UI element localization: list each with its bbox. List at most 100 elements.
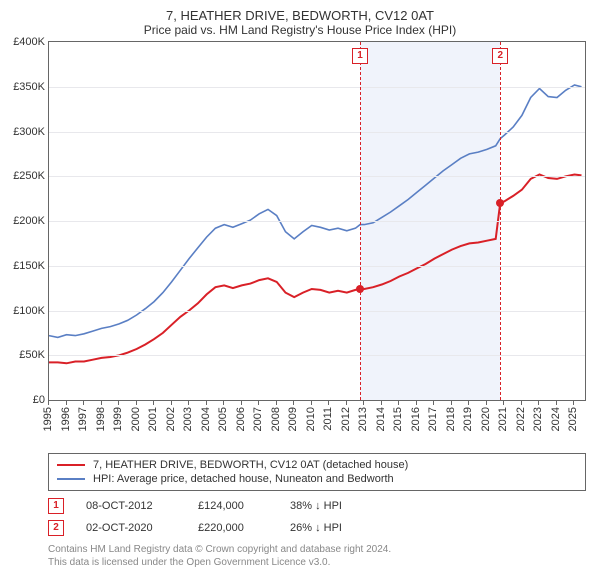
y-tick-label: £150K <box>13 260 45 272</box>
x-tick-mark <box>66 401 67 405</box>
x-tick-label: 2005 <box>217 407 229 431</box>
y-tick-label: £0 <box>33 394 45 406</box>
event-row: 1 08-OCT-2012 £124,000 38% ↓ HPI <box>48 495 586 517</box>
x-tick-label: 2001 <box>147 407 159 431</box>
x-tick-label: 2008 <box>270 407 282 431</box>
x-tick-mark <box>171 401 172 405</box>
x-tick-mark <box>241 401 242 405</box>
legend-label: 7, HEATHER DRIVE, BEDWORTH, CV12 0AT (de… <box>93 459 408 471</box>
chart-marker: 2 <box>492 48 508 64</box>
chart-title: 7, HEATHER DRIVE, BEDWORTH, CV12 0AT <box>0 0 600 23</box>
x-tick-label: 2012 <box>340 407 352 431</box>
x-tick-mark <box>573 401 574 405</box>
x-tick-mark <box>136 401 137 405</box>
x-tick-label: 2016 <box>410 407 422 431</box>
legend-swatch <box>57 464 85 466</box>
legend-label: HPI: Average price, detached house, Nune… <box>93 473 394 485</box>
x-tick-mark <box>258 401 259 405</box>
event-marker: 2 <box>48 520 64 536</box>
chart-area: £0£50K£100K£150K£200K£250K£300K£350K£400… <box>48 41 586 401</box>
gridline <box>49 87 585 88</box>
x-tick-mark <box>416 401 417 405</box>
y-tick-label: £250K <box>13 170 45 182</box>
x-tick-mark <box>503 401 504 405</box>
legend-swatch <box>57 478 85 480</box>
x-tick-mark <box>468 401 469 405</box>
x-tick-mark <box>83 401 84 405</box>
x-tick-mark <box>223 401 224 405</box>
event-price: £124,000 <box>198 500 268 512</box>
x-tick-label: 2009 <box>287 407 299 431</box>
x-tick-mark <box>293 401 294 405</box>
x-axis-area: 1995199619971998199920002001200220032004… <box>48 401 586 447</box>
event-delta: 38% ↓ HPI <box>290 500 380 512</box>
x-tick-mark <box>101 401 102 405</box>
x-tick-label: 2021 <box>497 407 509 431</box>
y-tick-label: £200K <box>13 215 45 227</box>
x-tick-mark <box>398 401 399 405</box>
x-tick-label: 2004 <box>200 407 212 431</box>
x-tick-mark <box>486 401 487 405</box>
event-date: 02-OCT-2020 <box>86 522 176 534</box>
y-tick-label: £300K <box>13 126 45 138</box>
x-tick-mark <box>433 401 434 405</box>
x-tick-label: 1999 <box>112 407 124 431</box>
legend-item: HPI: Average price, detached house, Nune… <box>57 472 577 486</box>
y-tick-label: £50K <box>19 349 45 361</box>
x-tick-label: 2020 <box>480 407 492 431</box>
chart-marker: 1 <box>352 48 368 64</box>
x-tick-mark <box>346 401 347 405</box>
x-tick-label: 2014 <box>375 407 387 431</box>
x-tick-label: 2019 <box>462 407 474 431</box>
x-tick-mark <box>206 401 207 405</box>
x-tick-mark <box>276 401 277 405</box>
x-tick-mark <box>328 401 329 405</box>
legend: 7, HEATHER DRIVE, BEDWORTH, CV12 0AT (de… <box>48 453 586 491</box>
x-tick-label: 2024 <box>550 407 562 431</box>
x-tick-label: 2015 <box>392 407 404 431</box>
events-table: 1 08-OCT-2012 £124,000 38% ↓ HPI 2 02-OC… <box>48 495 586 539</box>
x-tick-mark <box>556 401 557 405</box>
x-tick-mark <box>363 401 364 405</box>
x-tick-label: 1998 <box>95 407 107 431</box>
y-tick-label: £100K <box>13 305 45 317</box>
figure: 7, HEATHER DRIVE, BEDWORTH, CV12 0AT Pri… <box>0 0 600 560</box>
event-dashline <box>360 42 361 400</box>
gridline <box>49 176 585 177</box>
event-dashline <box>500 42 501 400</box>
event-marker: 1 <box>48 498 64 514</box>
gridline <box>49 355 585 356</box>
series-hpi <box>49 85 582 337</box>
gridline <box>49 221 585 222</box>
footer-line: This data is licensed under the Open Gov… <box>48 556 586 569</box>
x-tick-mark <box>521 401 522 405</box>
x-tick-label: 2006 <box>235 407 247 431</box>
x-tick-label: 1997 <box>77 407 89 431</box>
x-tick-label: 2003 <box>182 407 194 431</box>
chart-subtitle: Price paid vs. HM Land Registry's House … <box>0 23 600 41</box>
x-tick-mark <box>451 401 452 405</box>
footer: Contains HM Land Registry data © Crown c… <box>48 543 586 569</box>
gridline <box>49 311 585 312</box>
x-tick-mark <box>188 401 189 405</box>
footer-line: Contains HM Land Registry data © Crown c… <box>48 543 586 556</box>
x-tick-label: 2010 <box>305 407 317 431</box>
x-tick-label: 2025 <box>567 407 579 431</box>
y-tick-label: £350K <box>13 81 45 93</box>
x-tick-label: 2017 <box>427 407 439 431</box>
chart-marker-dot <box>356 285 364 293</box>
x-tick-mark <box>381 401 382 405</box>
x-tick-label: 2000 <box>130 407 142 431</box>
x-tick-label: 2023 <box>532 407 544 431</box>
x-tick-mark <box>538 401 539 405</box>
event-date: 08-OCT-2012 <box>86 500 176 512</box>
x-tick-label: 2007 <box>252 407 264 431</box>
x-tick-label: 1995 <box>42 407 54 431</box>
chart-marker-dot <box>496 199 504 207</box>
event-delta: 26% ↓ HPI <box>290 522 380 534</box>
x-tick-mark <box>311 401 312 405</box>
event-price: £220,000 <box>198 522 268 534</box>
x-tick-mark <box>153 401 154 405</box>
gridline <box>49 266 585 267</box>
x-tick-mark <box>118 401 119 405</box>
